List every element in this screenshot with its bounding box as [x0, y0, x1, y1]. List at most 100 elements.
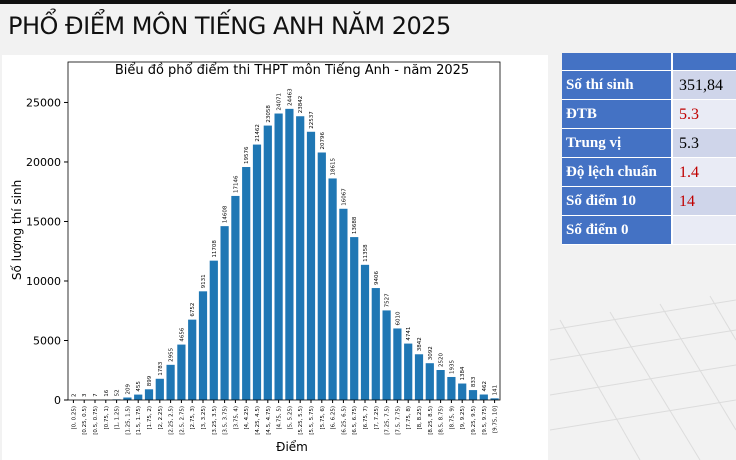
- value-label: 6752: [190, 303, 196, 317]
- x-tick-label: [5.5, 5.75): [309, 406, 315, 435]
- x-tick-label: [4, 4.25): [244, 406, 250, 430]
- x-tick-label: [3.5, 3.75): [223, 406, 229, 435]
- row-value: 5.3: [673, 100, 736, 129]
- bar: [350, 237, 359, 400]
- row-label: Trung vị: [562, 129, 673, 158]
- value-label: 24463: [287, 88, 293, 106]
- x-tick-label: [5.25, 5.5): [298, 406, 304, 435]
- bar: [285, 108, 294, 401]
- row-label: Số điểm 10: [562, 187, 673, 216]
- x-tick-label: [1, 1.25): [115, 406, 121, 430]
- bar: [382, 310, 391, 400]
- x-tick-label: [0.5, 0.75): [93, 406, 99, 435]
- x-tick-label: [0, 0.25): [71, 406, 77, 430]
- value-label: 1384: [460, 366, 466, 380]
- value-label: 9406: [374, 271, 380, 285]
- x-tick-label: [3.25, 3.5): [212, 406, 218, 435]
- value-label: 462: [482, 381, 488, 392]
- x-tick-label: [7.25, 7.5): [385, 406, 391, 435]
- x-tick-label: [6.25, 6.5): [341, 406, 347, 435]
- value-label: 1783: [158, 361, 164, 375]
- value-label: 16067: [341, 188, 347, 206]
- x-tick-label: [2, 2.25): [158, 406, 164, 430]
- bar: [339, 208, 348, 400]
- row-value: 5.3: [673, 129, 736, 158]
- bar: [274, 113, 283, 401]
- x-axis-label: Điểm: [276, 440, 308, 454]
- page-title: PHỔ ĐIỂM MÔN TIẾNG ANH NĂM 2025: [8, 12, 451, 40]
- bar: [371, 288, 380, 400]
- x-tick-label: [2.25, 2.5): [169, 406, 175, 435]
- bar: [188, 319, 197, 400]
- x-tick-label: [7.5, 7.75): [395, 406, 401, 435]
- bar: [220, 226, 229, 400]
- value-label: 2: [71, 393, 77, 397]
- value-label: 1935: [449, 359, 455, 373]
- y-tick-label: 25000: [26, 96, 61, 109]
- bar: [393, 328, 402, 400]
- x-tick-label: [6.75, 7): [363, 406, 369, 430]
- value-label: 13688: [352, 216, 358, 234]
- bar: [263, 125, 272, 400]
- table-row: ĐTB 5.3: [562, 100, 736, 129]
- bar: [252, 144, 262, 400]
- row-value: [673, 216, 736, 245]
- x-tick-label: [4.5, 4.75): [266, 406, 272, 435]
- value-label: 141: [493, 385, 499, 396]
- value-label: 833: [471, 376, 477, 387]
- y-axis-label: Số lượng thí sinh: [10, 180, 24, 280]
- x-tick-label: [9, 9.25): [460, 406, 466, 430]
- x-tick-label: [5.75, 6): [320, 406, 326, 430]
- x-tick-label: [7.75, 8): [406, 406, 412, 430]
- table-header: [562, 53, 736, 71]
- value-label: 4656: [179, 327, 185, 341]
- value-label: 7: [93, 393, 99, 397]
- value-label: 23058: [266, 105, 272, 123]
- x-tick-label: [2.5, 2.75): [179, 406, 185, 435]
- bar: [306, 131, 316, 400]
- x-tick-label: [0.75, 1): [104, 406, 110, 430]
- x-tick-label: [7, 7.25): [374, 406, 380, 430]
- table-row: Độ lệch chuẩn 1.4: [562, 158, 736, 187]
- bar: [134, 394, 143, 400]
- y-tick-label: 15000: [26, 215, 61, 228]
- x-tick-label: [8, 8.25): [417, 406, 423, 430]
- value-label: 11708: [212, 240, 218, 258]
- bar: [360, 264, 370, 400]
- bar: [231, 195, 240, 400]
- bar: [479, 394, 488, 400]
- row-value: 14: [673, 187, 736, 216]
- bar: [404, 343, 413, 400]
- bar: [328, 178, 337, 400]
- bar: [198, 291, 208, 400]
- value-label: 3092: [428, 346, 434, 360]
- top-bar: [0, 0, 736, 4]
- bar: [425, 363, 434, 400]
- value-label: 9131: [201, 274, 207, 288]
- y-tick-label: 5000: [33, 334, 61, 347]
- y-tick-label: 10000: [26, 275, 61, 288]
- value-label: 4741: [406, 327, 412, 341]
- x-tick-label: [9.25, 9.5): [471, 406, 477, 435]
- value-label: 52: [115, 389, 121, 396]
- row-value: 351,84: [673, 71, 736, 100]
- x-tick-label: [8.25, 8.5): [428, 406, 434, 435]
- table-row: Số thí sinh 351,84: [562, 71, 736, 100]
- bar: [177, 344, 186, 400]
- value-label: 899: [147, 375, 153, 386]
- plot-frame: [67, 61, 501, 401]
- table-row: Số điểm 10 14: [562, 187, 736, 216]
- x-tick-label: [9.5, 9.75): [482, 406, 488, 435]
- row-label: Số thí sinh: [562, 71, 673, 100]
- x-tick-label: [0.25, 0.5): [82, 406, 88, 435]
- bar: [414, 354, 424, 400]
- bar: [436, 370, 445, 400]
- value-label: 20796: [320, 132, 326, 150]
- y-tick-label: 0: [54, 394, 61, 407]
- value-label: 209: [125, 384, 131, 395]
- value-label: 24071: [277, 93, 283, 111]
- bar: [155, 378, 164, 400]
- value-label: 16: [104, 389, 110, 396]
- x-tick-label: [3.75, 4): [233, 406, 239, 430]
